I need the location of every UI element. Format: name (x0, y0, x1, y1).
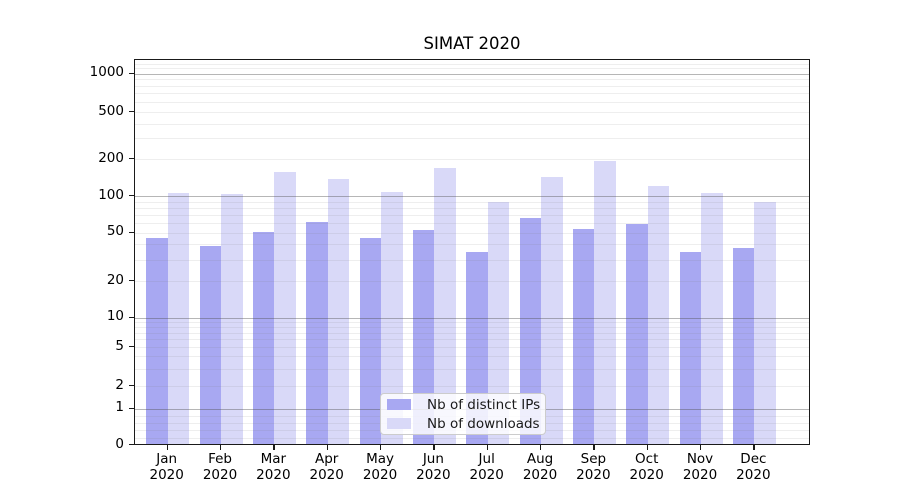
y-tick-mark-2 (129, 385, 134, 387)
bar-jul-2020-downloads (487, 201, 510, 444)
x-tick-mark-sep (593, 445, 595, 450)
y-tick-mark-100 (129, 195, 134, 197)
x-tick-mark-nov (700, 445, 702, 450)
y-tick-label-200: 200 (98, 149, 124, 166)
bar-dec-2020-distinct-ips (732, 247, 755, 444)
bar-oct-2020-distinct-ips (626, 223, 648, 444)
y-tick-mark-500 (129, 111, 134, 113)
bar-jun-2020-downloads (434, 167, 456, 444)
y-tick-mark-50 (129, 231, 134, 233)
bar-nov-2020-downloads (701, 192, 723, 444)
y-tick-label-1000: 1000 (89, 64, 124, 80)
bar-apr-2020-downloads (327, 179, 350, 444)
x-tick-label-sep: Sep 2020 (576, 451, 611, 483)
y-tick-label-500: 500 (98, 102, 124, 119)
bar-feb-2020-downloads (221, 194, 243, 444)
x-tick-mark-jan (166, 445, 168, 450)
chart-title: SIMAT 2020 (423, 34, 521, 53)
legend-label: Nb of distinct IPs (427, 396, 541, 413)
x-tick-mark-jul (486, 445, 488, 450)
bar-dec-2020-downloads (754, 201, 776, 444)
y-tick-label-0: 0 (115, 435, 124, 452)
bar-sep-2020-downloads (594, 161, 616, 444)
x-tick-label-apr: Apr 2020 (309, 451, 344, 483)
bar-aug-2020-distinct-ips (519, 217, 542, 444)
x-tick-label-dec: Dec 2020 (736, 451, 771, 483)
y-tick-label-1: 1 (115, 399, 124, 416)
bar-mar-2020-downloads (274, 171, 296, 444)
x-tick-label-jan: Jan 2020 (149, 451, 184, 483)
bar-oct-2020-downloads (647, 186, 670, 444)
x-tick-mark-apr (326, 445, 328, 450)
x-tick-label-may: May 2020 (362, 451, 398, 483)
bars-layer (135, 60, 809, 444)
legend-row-distinct-ips: Nb of distinct IPs (381, 397, 545, 413)
legend: Nb of distinct IPs Nb of downloads (380, 393, 546, 435)
x-tick-mark-may (380, 445, 382, 450)
y-tick-mark-0 (129, 444, 134, 446)
bar-jan-2020-distinct-ips (146, 238, 168, 444)
y-tick-mark-200 (129, 158, 134, 160)
bar-may-2020-distinct-ips (359, 238, 382, 444)
y-tick-mark-1000 (129, 72, 134, 74)
x-tick-label-mar: Mar 2020 (256, 451, 291, 483)
x-tick-mark-dec (753, 445, 755, 450)
y-tick-mark-5 (129, 346, 134, 348)
bar-aug-2020-downloads (541, 177, 563, 444)
legend-swatch-icon (387, 418, 411, 429)
bar-sep-2020-distinct-ips (572, 228, 595, 444)
y-tick-label-100: 100 (98, 186, 124, 203)
plot-area: Nb of distinct IPs Nb of downloads (134, 59, 810, 445)
x-tick-label-oct: Oct 2020 (629, 451, 664, 483)
legend-label: Nb of downloads (427, 415, 540, 432)
bar-jun-2020-distinct-ips (412, 229, 435, 444)
x-tick-label-jul: Jul 2020 (469, 451, 504, 483)
x-tick-mark-mar (273, 445, 275, 450)
x-tick-mark-oct (646, 445, 648, 450)
bar-may-2020-downloads (381, 192, 403, 444)
x-tick-label-aug: Aug 2020 (522, 451, 558, 483)
y-tick-mark-20 (129, 280, 134, 282)
bar-mar-2020-distinct-ips (252, 231, 275, 444)
legend-row-downloads: Nb of downloads (381, 416, 545, 432)
x-tick-label-nov: Nov 2020 (682, 451, 718, 483)
legend-swatch-icon (387, 399, 411, 410)
x-tick-mark-feb (220, 445, 222, 450)
bar-apr-2020-distinct-ips (306, 222, 328, 444)
x-tick-mark-jun (433, 445, 435, 450)
y-tick-mark-1 (129, 407, 134, 409)
bar-jan-2020-downloads (167, 192, 190, 444)
bar-nov-2020-distinct-ips (679, 252, 702, 444)
x-tick-mark-aug (540, 445, 542, 450)
bar-feb-2020-distinct-ips (199, 246, 222, 444)
y-tick-label-50: 50 (106, 223, 124, 240)
y-tick-label-10: 10 (106, 308, 124, 325)
y-tick-label-2: 2 (115, 376, 124, 393)
y-tick-label-20: 20 (106, 271, 124, 288)
x-tick-label-feb: Feb 2020 (202, 451, 238, 483)
x-tick-label-jun: Jun 2020 (416, 451, 451, 483)
y-tick-label-5: 5 (115, 337, 124, 354)
y-tick-mark-10 (129, 316, 134, 318)
